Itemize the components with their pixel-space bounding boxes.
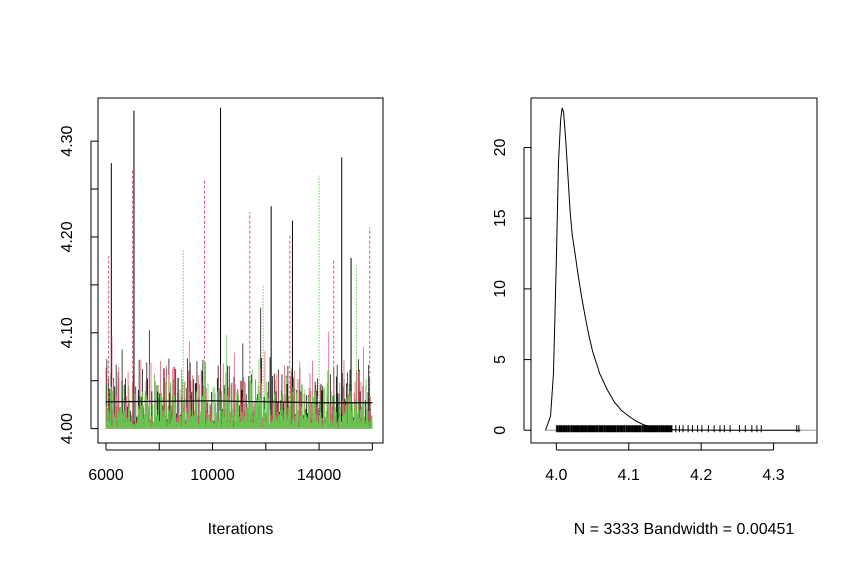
x-tick-label: 6000: [88, 467, 124, 484]
running-mean-line: [105, 400, 373, 404]
x-axis-label: N = 3333 Bandwidth = 0.00451: [574, 521, 795, 538]
density-curve: [545, 107, 801, 431]
y-tick-label: 4.10: [59, 317, 76, 348]
density-plot-frame: [530, 97, 818, 444]
x-tick-label: 4.3: [762, 467, 784, 484]
trace-series-2: [105, 331, 373, 429]
x-tick-label: 14000: [297, 467, 342, 484]
y-tick-label: 4.00: [59, 413, 76, 444]
x-tick-label: 4.0: [545, 467, 567, 484]
y-tick-label: 4.30: [59, 125, 76, 156]
trace-plot: 6000 10000 14000 Iterations 4.00 4.10 4.20 4.30: [59, 97, 384, 538]
x-tick-label: 10000: [190, 467, 235, 484]
trace-plot-frame: [97, 97, 384, 444]
density-plot: 4.0 4.1 4.2 4.3 N = 3333 Bandwidth = 0.00451…: [492, 97, 818, 538]
x-tick-label: 4.1: [618, 467, 640, 484]
trace-series-3: [105, 335, 373, 429]
y-tick-label: 15: [492, 209, 509, 227]
y-tick-label: 5: [492, 355, 509, 364]
y-tick-label: 0: [492, 426, 509, 435]
y-tick-label: 10: [492, 280, 509, 298]
y-tick-label: 20: [492, 138, 509, 156]
y-tick-label: 4.20: [59, 221, 76, 252]
x-tick-label: 4.2: [690, 467, 712, 484]
x-axis-label: Iterations: [208, 521, 274, 538]
rug-marks: [555, 425, 800, 433]
